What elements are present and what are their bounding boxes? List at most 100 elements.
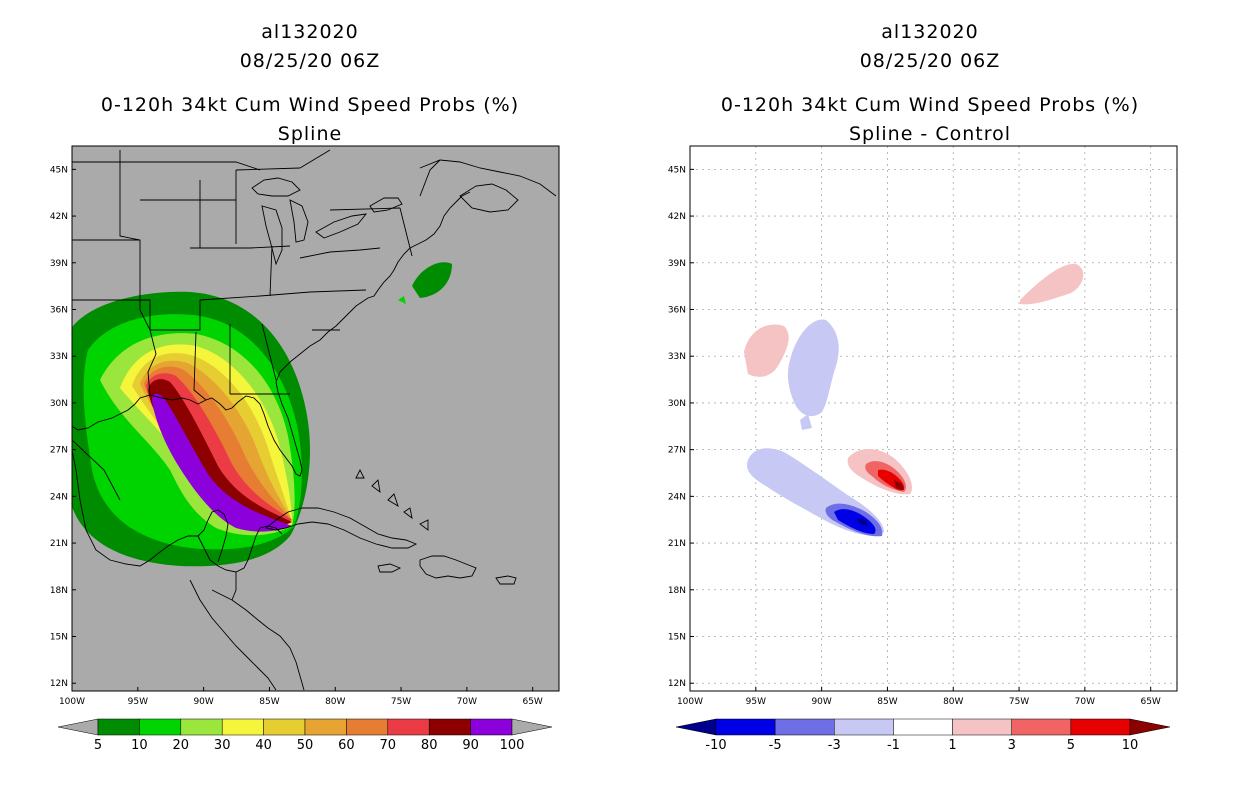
left-storm-id: al132020: [261, 21, 359, 43]
lat-tick-label: 15N: [50, 633, 68, 643]
lon-tick-label: 80W: [325, 697, 345, 707]
lon-tick-label: 75W: [391, 697, 411, 707]
lat-tick-label: 42N: [668, 212, 686, 222]
colorbar-label: 20: [173, 738, 190, 753]
colorbar-label: 100: [500, 738, 525, 753]
colorbar-swatch: [304, 718, 347, 736]
colorbar-label: 10: [131, 738, 148, 753]
left-probability-contours: [72, 262, 452, 567]
right-map-frame: [689, 145, 1178, 692]
left-title-block: al132020 08/25/20 06Z 0-120h 34kt Cum Wi…: [40, 18, 580, 149]
right-storm-id: al132020: [881, 21, 979, 43]
right-map-background: [690, 146, 1177, 691]
lon-tick-label: 100W: [677, 697, 703, 707]
lon-tick-label: 70W: [1075, 697, 1095, 707]
colorbar-swatch: [1011, 718, 1072, 736]
lon-tick-label: 85W: [877, 697, 897, 707]
lon-tick-label: 70W: [457, 697, 477, 707]
colorbar-swatch: [952, 718, 1012, 736]
lat-tick-label: 45N: [50, 165, 68, 175]
colorbar-swatch: [263, 718, 306, 736]
lat-tick-label: 36N: [668, 306, 686, 316]
colorbar-label: 30: [214, 738, 231, 753]
colorbar-label: 60: [338, 738, 355, 753]
lat-tick-label: 18N: [50, 586, 68, 596]
lon-tick-label: 95W: [128, 697, 148, 707]
lat-tick-label: 30N: [50, 399, 68, 409]
colorbar-label: -1: [887, 738, 900, 753]
lat-tick-label: 24N: [668, 492, 686, 502]
lat-tick-label: 18N: [668, 586, 686, 596]
right-difference-contours: [744, 263, 1084, 537]
colorbar-swatch: [221, 718, 264, 736]
left-colorbar: 5 10 20 30 40 50 60 70 80 90 100: [57, 718, 553, 753]
colorbar-swatch: [346, 718, 389, 736]
lat-tick-label: 24N: [50, 492, 68, 502]
right-lat-axis: 45N 42N 39N 36N 33N 30N 27N 24N 21N 18N 15N 12N: [668, 165, 694, 689]
colorbar-label: 50: [297, 738, 314, 753]
colorbar-swatch: [470, 718, 513, 736]
colorbar-label: -5: [769, 738, 782, 753]
lat-tick-label: 42N: [50, 212, 68, 222]
lat-tick-label: 33N: [668, 352, 686, 362]
colorbar-label: 5: [1067, 738, 1075, 753]
lat-tick-label: 36N: [50, 306, 68, 316]
lon-tick-label: 95W: [746, 697, 766, 707]
colorbar-label: 70: [380, 738, 397, 753]
left-map-panel: 45N 42N 39N 36N 33N 30N 27N 24N 21N 18N 15N 12N 100…: [50, 145, 560, 753]
lat-tick-label: 45N: [668, 165, 686, 175]
lat-tick-label: 12N: [50, 679, 68, 689]
colorbar-label: 90: [462, 738, 479, 753]
lat-tick-label: 21N: [668, 539, 686, 549]
lon-tick-label: 90W: [811, 697, 831, 707]
left-product-title: 0-120h 34kt Cum Wind Speed Probs (%): [100, 94, 520, 116]
lat-tick-label: 30N: [668, 399, 686, 409]
lat-tick-label: 33N: [50, 352, 68, 362]
right-colorbar: -10 -5 -3 -1 1 3 5 10: [675, 718, 1171, 753]
lat-tick-label: 27N: [668, 446, 686, 456]
left-lon-axis: 100W 95W 90W 85W 80W 75W 70W 65W: [59, 687, 543, 707]
colorbar-label: 3: [1008, 738, 1016, 753]
lon-tick-label: 100W: [59, 697, 85, 707]
colorbar-label: 80: [421, 738, 438, 753]
colorbar-swatch: [387, 718, 430, 736]
colorbar-low-end: [675, 718, 717, 736]
colorbar-swatch: [834, 718, 894, 736]
lon-tick-label: 85W: [259, 697, 279, 707]
colorbar-swatch: [97, 718, 140, 736]
lat-tick-label: 15N: [668, 633, 686, 643]
colorbar-swatch: [893, 718, 953, 736]
right-variant: Spline - Control: [848, 123, 1012, 145]
colorbar-swatch: [774, 718, 835, 736]
colorbar-swatch: [180, 718, 223, 736]
colorbar-label: 40: [255, 738, 272, 753]
right-lon-axis: 100W 95W 90W 85W 80W 75W 70W 65W: [677, 687, 1161, 707]
right-map-gridlines: [690, 146, 1177, 691]
colorbar-swatch: [428, 718, 471, 736]
colorbar-label: -10: [705, 738, 726, 753]
colorbar-label: 1: [948, 738, 956, 753]
lon-tick-label: 65W: [522, 697, 542, 707]
left-lat-axis: 45N 42N 39N 36N 33N 30N 27N 24N 21N 18N 15N 12N: [50, 165, 76, 689]
lat-tick-label: 21N: [50, 539, 68, 549]
right-title-block: al132020 08/25/20 06Z 0-120h 34kt Cum Wi…: [660, 18, 1200, 149]
left-datetime: 08/25/20 06Z: [239, 50, 381, 72]
lat-tick-label: 39N: [668, 259, 686, 269]
left-variant: Spline: [277, 123, 343, 145]
colorbar-high-end: [1129, 718, 1171, 736]
right-datetime: 08/25/20 06Z: [859, 50, 1001, 72]
lon-tick-label: 90W: [193, 697, 213, 707]
lon-tick-label: 65W: [1140, 697, 1160, 707]
lat-tick-label: 12N: [668, 679, 686, 689]
colorbar-label: 5: [94, 738, 102, 753]
lon-tick-label: 75W: [1009, 697, 1029, 707]
colorbar-high-end: [511, 718, 553, 736]
right-product-title: 0-120h 34kt Cum Wind Speed Probs (%): [720, 94, 1140, 116]
lat-tick-label: 27N: [50, 446, 68, 456]
left-map-frame: [71, 145, 560, 692]
lat-tick-label: 39N: [50, 259, 68, 269]
colorbar-swatch: [139, 718, 182, 736]
colorbar-swatch: [715, 718, 776, 736]
lon-tick-label: 80W: [943, 697, 963, 707]
